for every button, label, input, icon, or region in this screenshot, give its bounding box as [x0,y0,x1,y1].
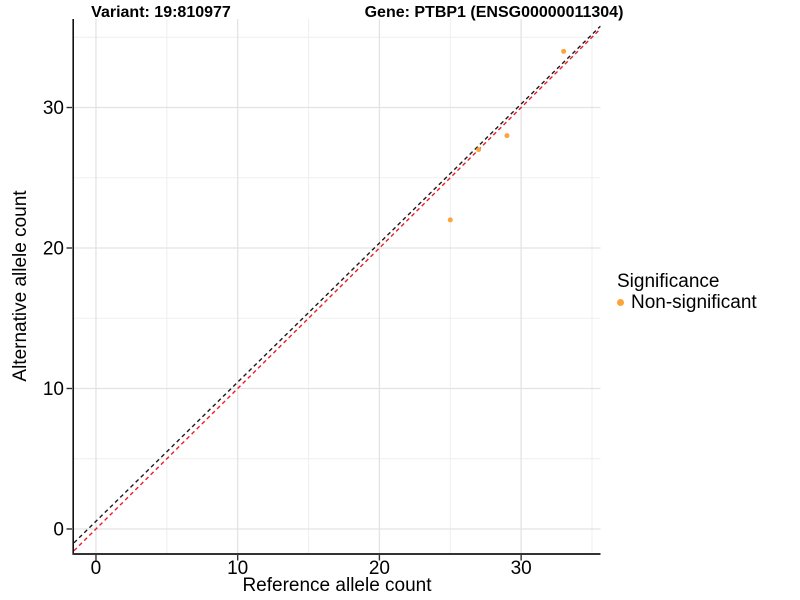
identity-line [74,28,601,552]
x-tick-label: 0 [91,558,102,579]
data-point [504,133,510,139]
legend: Significance Non-significant [617,272,757,312]
gene-title: Gene: PTBP1 (ENSG00000011304) [364,4,624,21]
x-tick-label: 30 [511,558,532,579]
legend-point-swatch [617,299,624,306]
legend-title: Significance [617,271,720,292]
x-tick-label: 10 [227,558,248,579]
y-tick-label: 20 [43,238,64,259]
variant-title: Variant: 19:810977 [91,4,231,21]
y-axis-title: Alternative allele count [10,190,31,382]
legend-item-label: Non-significant [631,292,757,313]
data-point [476,147,482,153]
y-tick-label: 0 [53,519,64,540]
legend-item: Non-significant [617,293,757,312]
x-axis-title: Reference allele count [242,575,432,596]
fit-line [74,25,601,544]
y-tick-label: 30 [43,98,64,119]
data-point [447,217,453,223]
x-tick-label: 20 [369,558,390,579]
y-tick-label: 10 [43,379,64,400]
data-point [561,48,567,54]
